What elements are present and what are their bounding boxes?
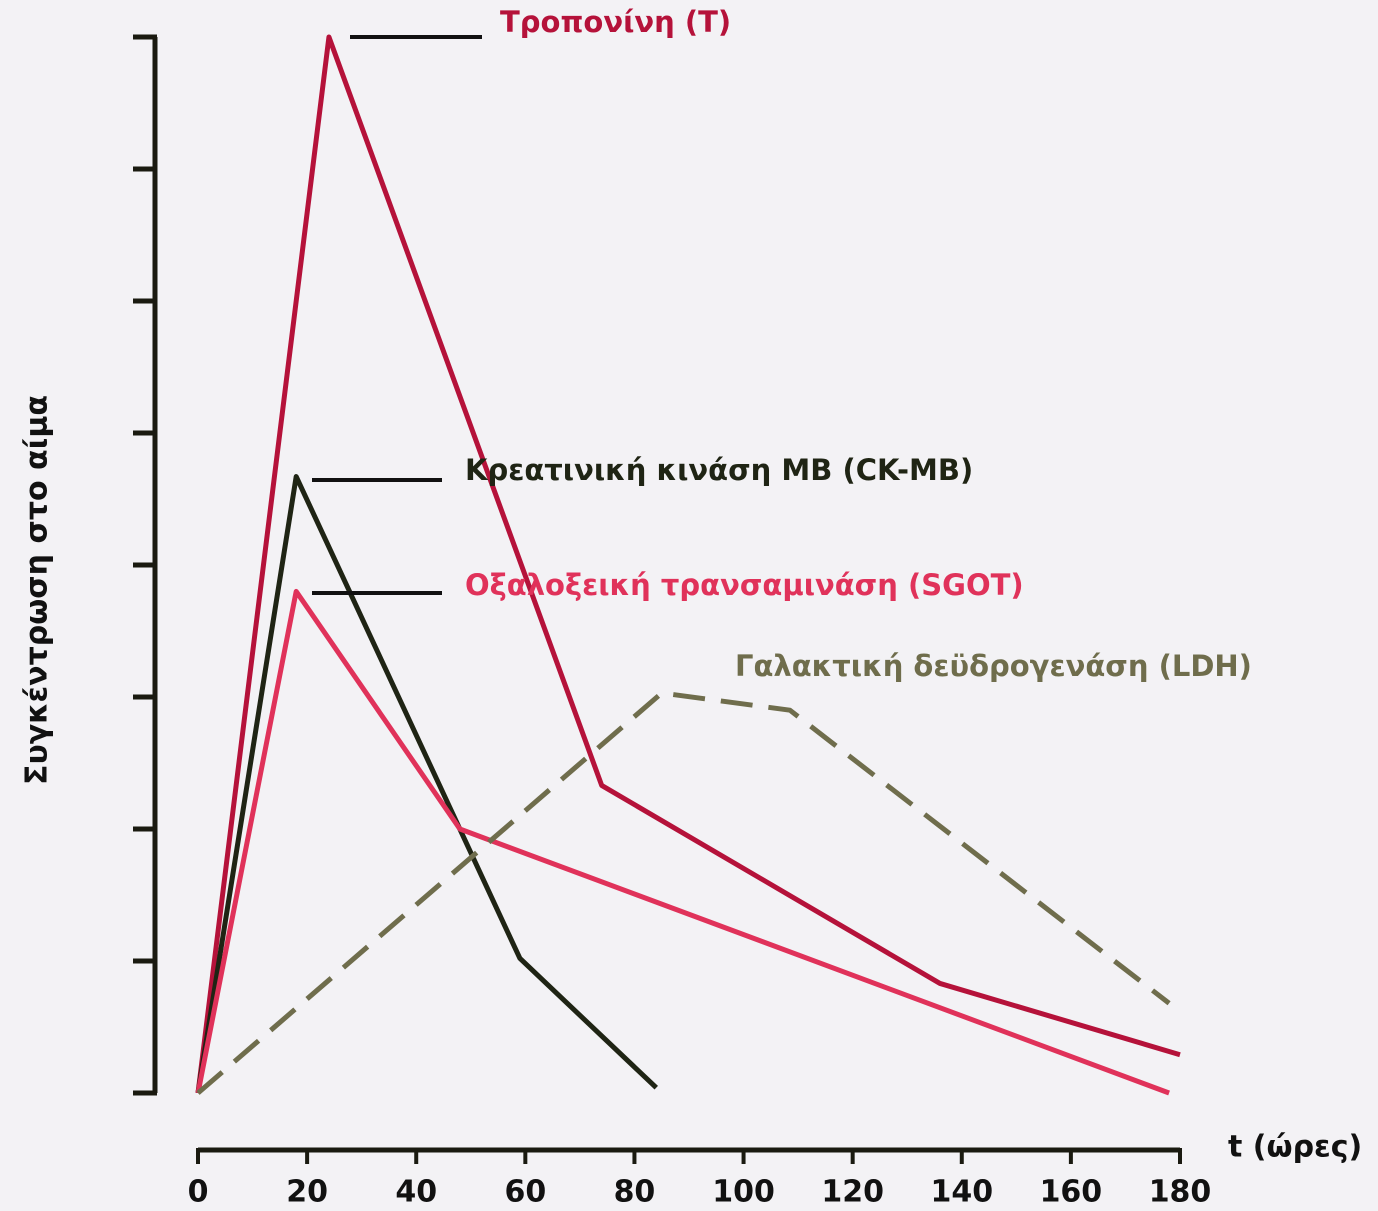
series-label: Κρεατινική κινάση MB (CK-MB) (465, 453, 973, 487)
x-tick-label: 80 (614, 1175, 656, 1210)
series-line (195, 34, 1181, 1094)
x-tick-label: 0 (188, 1175, 209, 1210)
series-line (195, 474, 658, 1094)
series-label: Οξαλοξεική τρανσαμινάση (SGOT) (465, 568, 1024, 602)
x-tick-label: 40 (395, 1175, 437, 1210)
x-tick-label: 160 (1040, 1175, 1103, 1210)
x-tick-label: 120 (821, 1175, 884, 1210)
series-line (195, 588, 1170, 1096)
x-tick-label: 100 (712, 1175, 775, 1210)
series-label: Τροπονίνη (T) (500, 5, 731, 39)
series-line (196, 690, 1171, 1095)
x-tick-label: 60 (504, 1175, 546, 1210)
x-axis-label: t (ώρες) (1228, 1130, 1362, 1165)
x-tick-label: 140 (930, 1175, 993, 1210)
x-tick-label: 180 (1149, 1175, 1212, 1210)
series-label: Γαλακτική δεϋδρογενάση (LDH) (735, 649, 1252, 683)
x-tick-label: 20 (286, 1175, 328, 1210)
y-axis-label: Συγκέντρωση στο αίμα (20, 395, 55, 785)
